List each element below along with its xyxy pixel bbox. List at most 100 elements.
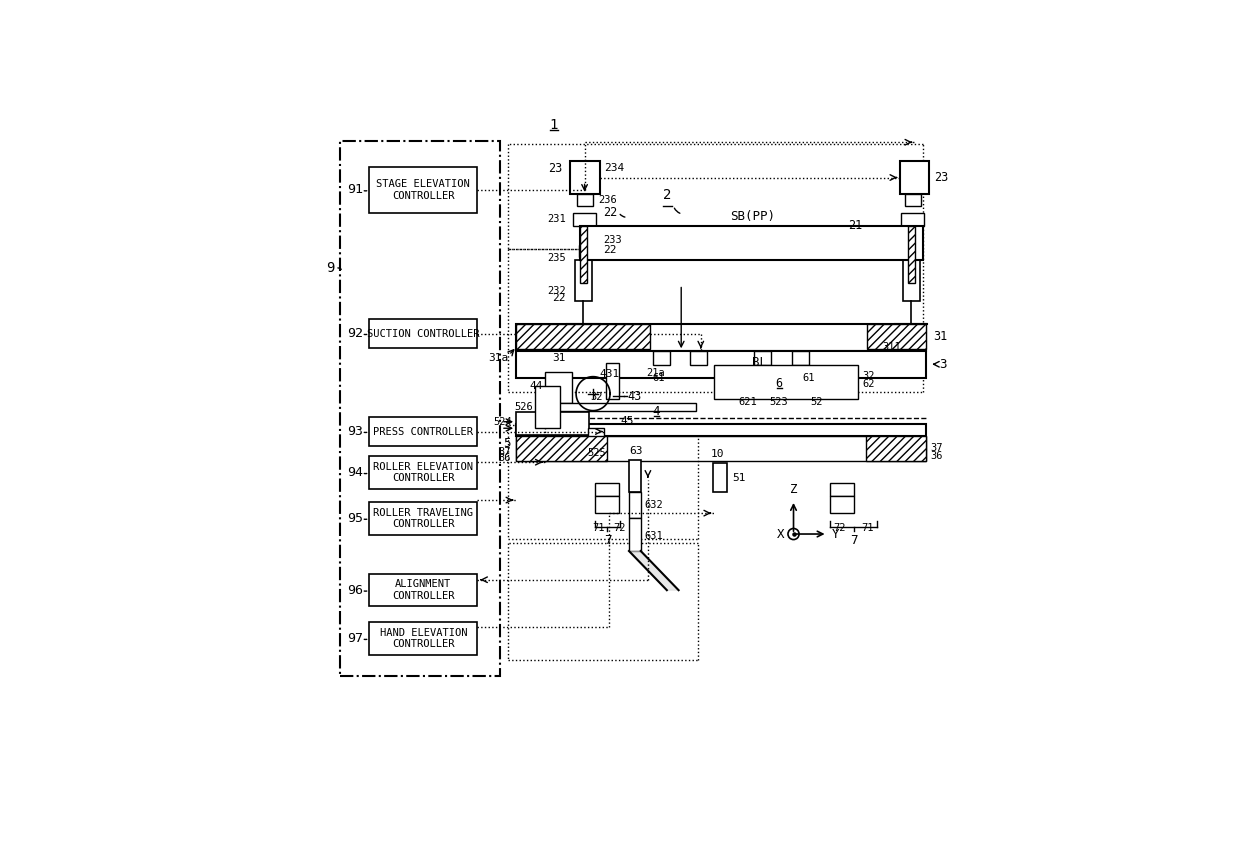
Text: 23: 23: [935, 171, 949, 184]
Bar: [370, 502, 477, 535]
Bar: [629, 460, 641, 492]
Text: STAGE ELEVATION
CONTROLLER: STAGE ELEVATION CONTROLLER: [377, 179, 470, 201]
Bar: [516, 424, 926, 436]
Bar: [830, 483, 853, 496]
Bar: [516, 436, 608, 461]
Bar: [908, 226, 915, 283]
Text: 96: 96: [347, 583, 363, 597]
Text: 31: 31: [552, 353, 565, 363]
Bar: [629, 492, 641, 518]
Text: 231: 231: [547, 215, 565, 224]
Bar: [903, 260, 920, 301]
Text: 3: 3: [939, 358, 946, 371]
Text: 5: 5: [503, 438, 511, 450]
Text: 22: 22: [603, 245, 616, 255]
Text: 9: 9: [326, 261, 335, 276]
Text: 72: 72: [833, 523, 846, 533]
Bar: [791, 350, 808, 365]
Bar: [714, 365, 858, 399]
Bar: [516, 324, 650, 349]
Bar: [866, 436, 926, 461]
Text: 2: 2: [662, 187, 671, 202]
Text: 44: 44: [529, 382, 543, 392]
Text: 94: 94: [347, 466, 363, 479]
Text: 63: 63: [629, 446, 642, 455]
Bar: [754, 350, 771, 365]
Bar: [580, 226, 923, 260]
Text: 4: 4: [652, 405, 660, 418]
Text: 22: 22: [552, 293, 565, 303]
Text: 37: 37: [931, 443, 944, 453]
Bar: [516, 350, 926, 378]
Bar: [577, 194, 593, 206]
Bar: [546, 404, 696, 411]
Text: 233: 233: [603, 235, 621, 245]
Text: 43: 43: [627, 390, 641, 403]
Text: ROLLER ELEVATION
CONTROLLER: ROLLER ELEVATION CONTROLLER: [373, 462, 474, 483]
Bar: [370, 319, 477, 349]
Text: 7: 7: [604, 534, 611, 547]
Bar: [516, 324, 926, 351]
Bar: [516, 436, 926, 461]
Text: X: X: [777, 527, 785, 540]
Bar: [573, 213, 596, 226]
Bar: [830, 496, 853, 513]
Text: 7: 7: [849, 534, 857, 547]
Text: 45: 45: [621, 416, 635, 426]
Text: 91: 91: [347, 183, 363, 197]
Bar: [713, 464, 727, 492]
Text: 62: 62: [863, 379, 875, 389]
Text: 1: 1: [549, 118, 558, 131]
Text: 36: 36: [498, 454, 511, 463]
Text: Z: Z: [790, 483, 797, 496]
Text: 95: 95: [347, 512, 363, 525]
Text: 22: 22: [603, 206, 618, 220]
Text: PRESS CONTROLLER: PRESS CONTROLLER: [373, 427, 474, 437]
Text: 311: 311: [883, 342, 901, 352]
Bar: [370, 622, 477, 655]
Bar: [516, 412, 589, 435]
Bar: [691, 350, 707, 365]
Text: HAND ELEVATION
CONTROLLER: HAND ELEVATION CONTROLLER: [379, 628, 467, 650]
Text: 97: 97: [347, 632, 363, 645]
Polygon shape: [629, 551, 678, 590]
Bar: [575, 260, 591, 301]
Text: 234: 234: [604, 164, 625, 173]
Text: 21a: 21a: [646, 368, 665, 378]
Text: ALIGNMENT
CONTROLLER: ALIGNMENT CONTROLLER: [392, 579, 455, 601]
Bar: [901, 213, 924, 226]
Text: 92: 92: [347, 327, 363, 340]
Bar: [653, 350, 670, 365]
Text: ROLLER TRAVELING
CONTROLLER: ROLLER TRAVELING CONTROLLER: [373, 508, 474, 529]
Bar: [629, 518, 641, 551]
Text: 36: 36: [931, 450, 944, 460]
Text: 6: 6: [775, 377, 782, 390]
Text: 236: 236: [598, 195, 618, 205]
Text: 431: 431: [599, 370, 620, 379]
Text: 621: 621: [739, 397, 758, 407]
Bar: [579, 245, 588, 257]
Bar: [570, 160, 600, 194]
Bar: [370, 456, 477, 489]
Bar: [904, 194, 921, 206]
Text: 21: 21: [848, 220, 862, 232]
Bar: [580, 226, 588, 283]
Bar: [606, 363, 619, 399]
Text: 72: 72: [614, 523, 626, 533]
Text: 71: 71: [861, 523, 873, 533]
Text: 31: 31: [934, 331, 947, 343]
Text: 93: 93: [347, 425, 363, 438]
Bar: [589, 428, 604, 444]
Text: SB(PP): SB(PP): [730, 209, 775, 222]
Text: 524: 524: [494, 416, 512, 427]
Text: Y: Y: [831, 527, 839, 540]
Text: 52: 52: [811, 397, 823, 407]
Bar: [534, 386, 559, 428]
Bar: [370, 417, 477, 446]
Text: 71: 71: [591, 523, 605, 533]
Text: 23: 23: [548, 162, 563, 175]
Text: 51: 51: [732, 473, 745, 483]
Bar: [370, 167, 477, 213]
Text: 61: 61: [802, 373, 815, 382]
Text: 31a: 31a: [489, 354, 508, 364]
